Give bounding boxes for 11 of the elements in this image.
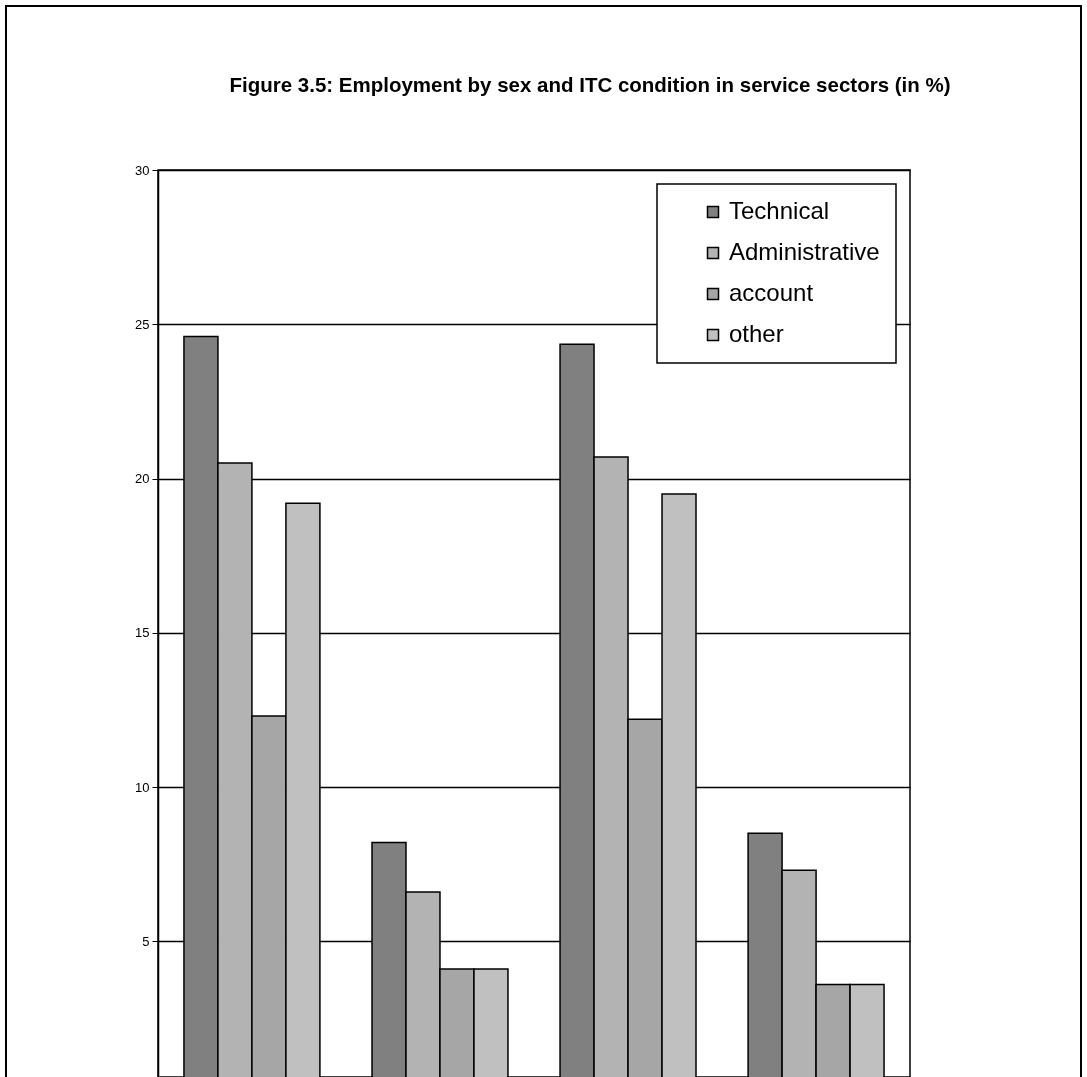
y-tick-label: 20 <box>135 471 150 486</box>
y-tick-label: 10 <box>135 779 150 795</box>
y-tick-label: 30 <box>135 162 150 178</box>
legend-label: Administrative <box>729 238 880 265</box>
y-tick-label: 15 <box>135 625 150 641</box>
y-tick-label: 5 <box>142 933 150 949</box>
legend-label: Technical <box>729 197 830 224</box>
y-tick-label: 25 <box>135 316 150 332</box>
legend-label: account <box>729 279 814 306</box>
legend-label: other <box>729 320 784 347</box>
chart-title: Figure 3.5: Employment by sex and ITC condition in service sectors (in %) <box>229 72 951 96</box>
